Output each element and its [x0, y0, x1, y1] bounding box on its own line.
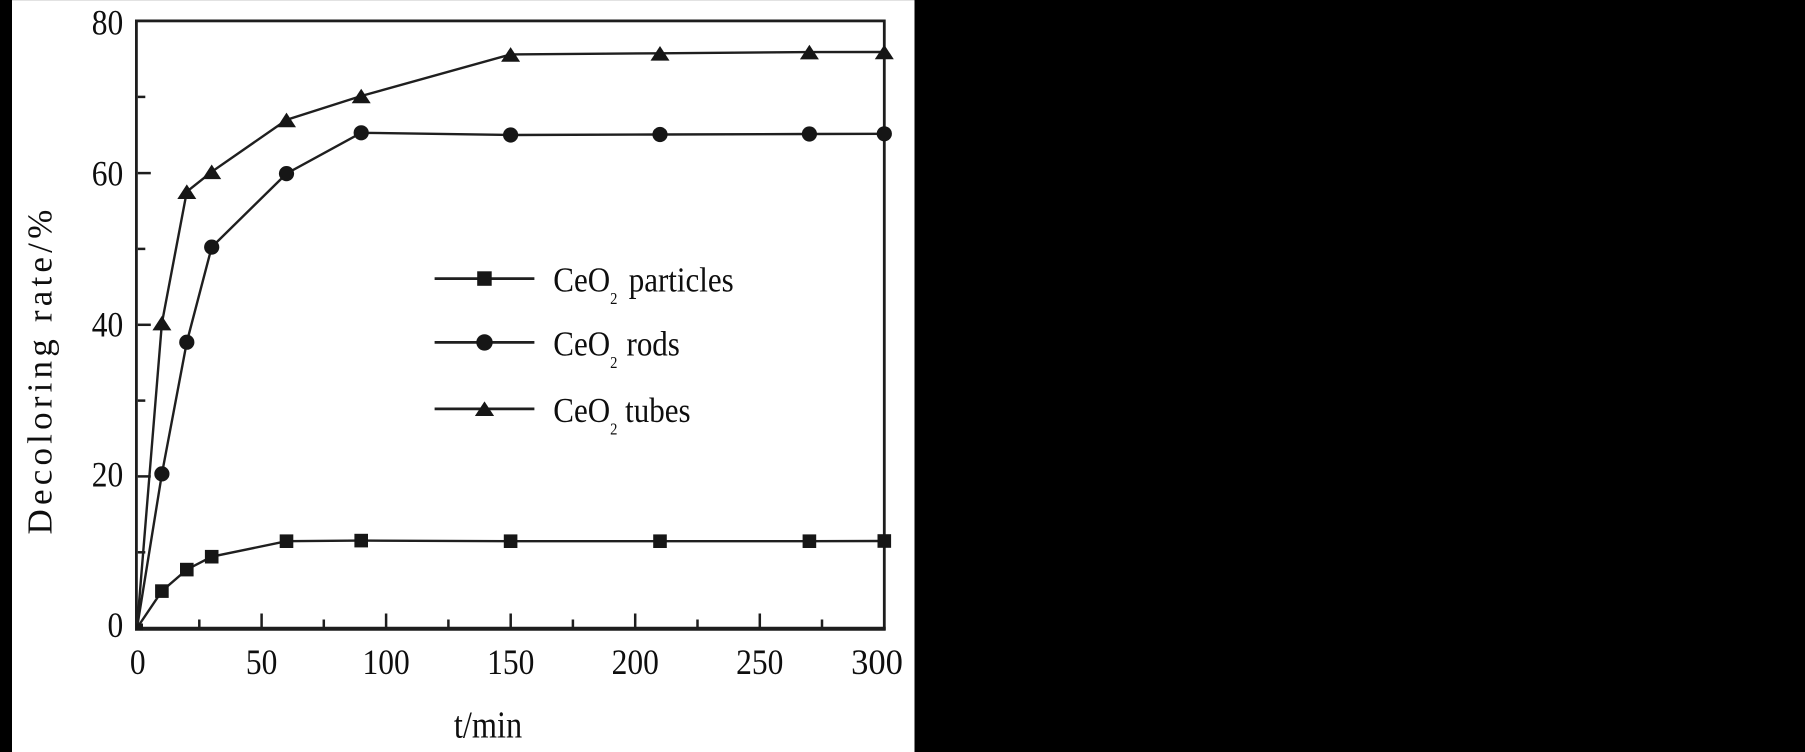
svg-text:80: 80	[92, 3, 123, 42]
svg-text:60: 60	[92, 155, 123, 194]
svg-text:0: 0	[130, 643, 146, 682]
svg-text:100: 100	[362, 643, 409, 682]
svg-text:250: 250	[736, 643, 783, 682]
svg-text:50: 50	[246, 643, 277, 682]
svg-text:200: 200	[612, 643, 659, 682]
svg-text:40: 40	[92, 306, 123, 345]
svg-text:300: 300	[851, 642, 903, 682]
svg-text:150: 150	[487, 643, 534, 682]
svg-text:t/min: t/min	[454, 703, 522, 746]
svg-text:0: 0	[108, 606, 124, 645]
svg-text:20: 20	[92, 455, 123, 494]
svg-text:Decoloring rate/%: Decoloring rate/%	[21, 206, 60, 535]
